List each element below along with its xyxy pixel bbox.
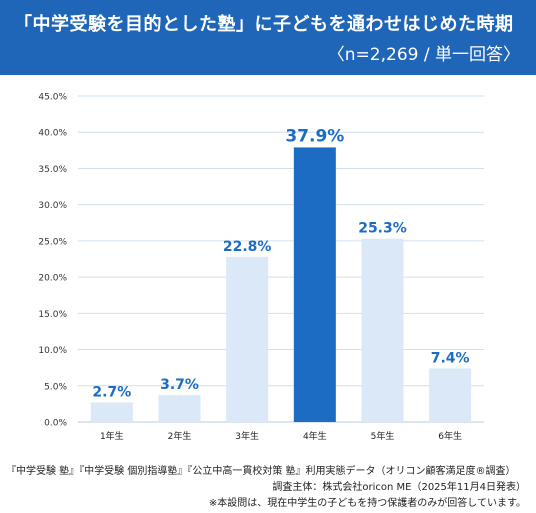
y-tick-label: 45.0% [38, 93, 67, 103]
chart-header: 「中学受験を目的とした塾」に子どもを通わせはじめた時期 〈n=2,269 / 単… [0, 0, 536, 75]
x-tick-label: 3年生 [235, 430, 259, 442]
y-tick-label: 30.0% [38, 201, 67, 211]
x-tick-label: 6年生 [438, 430, 462, 442]
respondent-note: ※本設問は、現在中学生の子どもを持つ保護者のみが回答しています。 [208, 498, 526, 509]
bar-chart: 0.0% 5.0% 10.0% 15.0% 20.0% 25.0% 30.0% 35.0% 40… [38, 93, 484, 442]
chart-subtitle: 〈n=2,269 / 単一回答〉 [327, 45, 520, 65]
y-tick-label: 40.0% [38, 129, 67, 139]
data-label: 37.9% [285, 126, 344, 146]
data-label: 3.7% [160, 377, 199, 393]
bar [158, 395, 201, 422]
bar [90, 402, 133, 422]
y-tick-label: 25.0% [38, 237, 67, 247]
data-label: 2.7% [92, 384, 131, 400]
y-tick-label: 0.0% [44, 419, 67, 429]
bar [226, 256, 269, 422]
y-tick-label: 15.0% [38, 310, 67, 320]
bar [293, 147, 336, 422]
y-tick-label: 35.0% [38, 165, 67, 175]
x-tick-label: 1年生 [100, 430, 124, 442]
y-tick-label: 20.0% [38, 274, 67, 284]
bar [361, 238, 404, 422]
data-label: 22.8% [223, 239, 272, 255]
x-tick-label: 2年生 [168, 430, 192, 442]
data-label: 25.3% [358, 221, 407, 237]
y-tick-label: 5.0% [44, 382, 67, 392]
survey-note: 調査主体：株式会社oricon ME（2025年11月4日発表） [272, 482, 526, 493]
source-note: 『中学受験 塾』『中学受験 個別指導塾』『公立中高一貫校対策 塾』利用実態データ… [6, 466, 516, 477]
x-tick-label: 5年生 [371, 430, 395, 442]
x-tick-label: 4年生 [303, 430, 327, 442]
chart-title: 「中学受験を目的とした塾」に子どもを通わせはじめた時期 [14, 14, 514, 35]
data-label: 7.4% [431, 350, 470, 366]
y-tick-label: 10.0% [38, 346, 67, 356]
bar [429, 368, 472, 422]
